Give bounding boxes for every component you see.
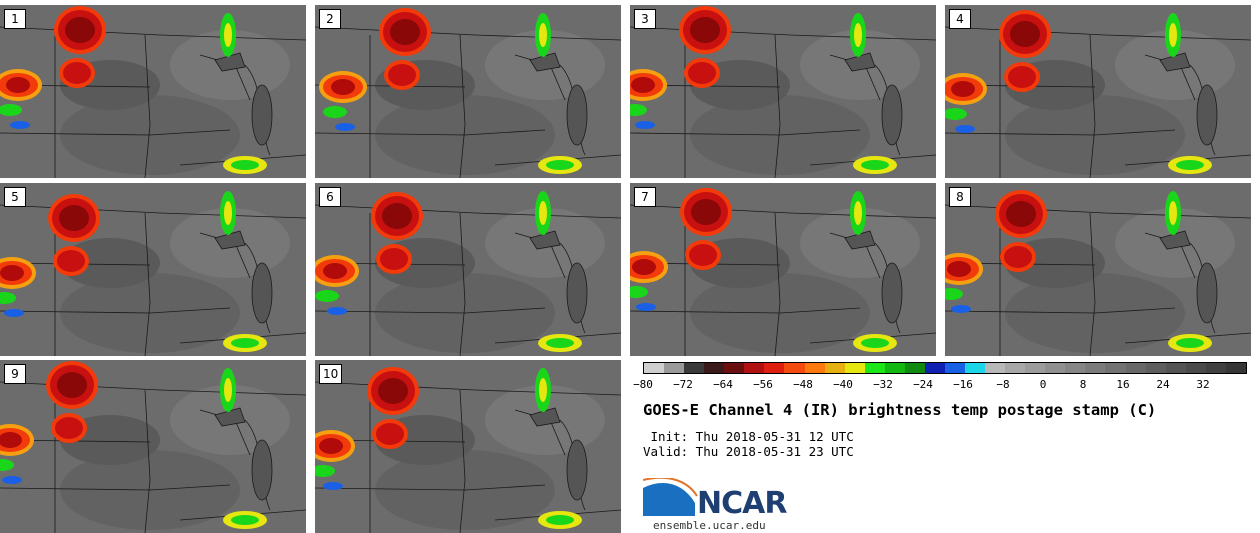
panel-number-label: 4 [949,9,971,29]
colorbar-swatch [944,363,965,373]
colorbar-swatch [884,363,905,373]
panel-number-label: 6 [319,187,341,207]
colorbar-swatch [924,363,945,373]
colorbar-tick-label: 8 [1079,378,1087,391]
panel-number-label: 7 [634,187,656,207]
panel-number-label: 8 [949,187,971,207]
colorbar-tick-label: −8 [996,378,1010,391]
colorbar-swatch [824,363,845,373]
colorbar-swatch [1065,363,1086,373]
colorbar-swatch [864,363,885,373]
panel-number-label: 9 [4,364,26,384]
panel-number-label: 3 [634,9,656,29]
colorbar-swatch [664,363,685,373]
init-time: Init: Thu 2018-05-31 12 UTC [643,429,854,444]
ir-map-panel: 7 [630,183,936,356]
colorbar-swatch [844,363,865,373]
colorbar-tick-label: −56 [753,378,773,391]
colorbar-tick-label: −40 [833,378,853,391]
colorbar-swatch [684,363,705,373]
colorbar-swatch [804,363,825,373]
ir-map-panel: 9 [0,360,306,533]
colorbar-ticks: −80 −72 −64 −56 −48 −40 −32 −24 −16 −8 0 8 16 24 32 [633,378,1247,394]
colorbar-tick-label: 32 [1196,378,1210,391]
ncar-logo-icon [643,478,698,516]
colorbar [643,362,1247,374]
ir-map-panel: 2 [315,5,621,178]
colorbar-tick-label: 16 [1116,378,1130,391]
colorbar-tick-label: −16 [953,378,973,391]
colorbar-swatch [1185,363,1206,373]
site-url: ensemble.ucar.edu [653,519,766,532]
colorbar-tick-label: −48 [793,378,813,391]
panel-number-label: 5 [4,187,26,207]
colorbar-swatch [1045,363,1066,373]
colorbar-swatch [965,363,986,373]
colorbar-swatch [704,363,725,373]
colorbar-swatch [1165,363,1186,373]
colorbar-swatch [1125,363,1146,373]
ir-map-panel: 6 [315,183,621,356]
colorbar-swatch [764,363,785,373]
colorbar-tick-label: −64 [713,378,733,391]
ir-map-panel: 4 [945,5,1251,178]
ncar-logo-text: NCAR [697,486,787,521]
ir-map-panel: 3 [630,5,936,178]
colorbar-swatch [1145,363,1166,373]
ir-map-panel: 5 [0,183,306,356]
figure-title: GOES-E Channel 4 (IR) brightness temp po… [643,401,1157,419]
colorbar-swatch [1085,363,1106,373]
colorbar-swatch [1205,363,1226,373]
ir-map-panel: 8 [945,183,1251,356]
colorbar-swatch [1005,363,1026,373]
colorbar-tick-label: −72 [673,378,693,391]
colorbar-swatch [1225,363,1246,373]
colorbar-swatch [1105,363,1126,373]
panel-number-label: 2 [319,9,341,29]
panel-number-label: 10 [319,364,343,384]
ir-map-panel: 10 [315,360,621,533]
colorbar-tick-label: −32 [873,378,893,391]
colorbar-tick-label: 24 [1156,378,1170,391]
colorbar-swatch [744,363,765,373]
valid-time: Valid: Thu 2018-05-31 23 UTC [643,444,854,459]
panel-number-label: 1 [4,9,26,29]
colorbar-tick-label: −24 [913,378,933,391]
colorbar-swatch [724,363,745,373]
colorbar-tick-label: 0 [1039,378,1047,391]
colorbar-swatch [985,363,1006,373]
colorbar-swatch [784,363,805,373]
colorbar-swatch [1025,363,1046,373]
colorbar-swatch [644,363,665,373]
ir-map-panel: 1 [0,5,306,178]
colorbar-tick-label: −80 [633,378,653,391]
colorbar-swatch [904,363,925,373]
